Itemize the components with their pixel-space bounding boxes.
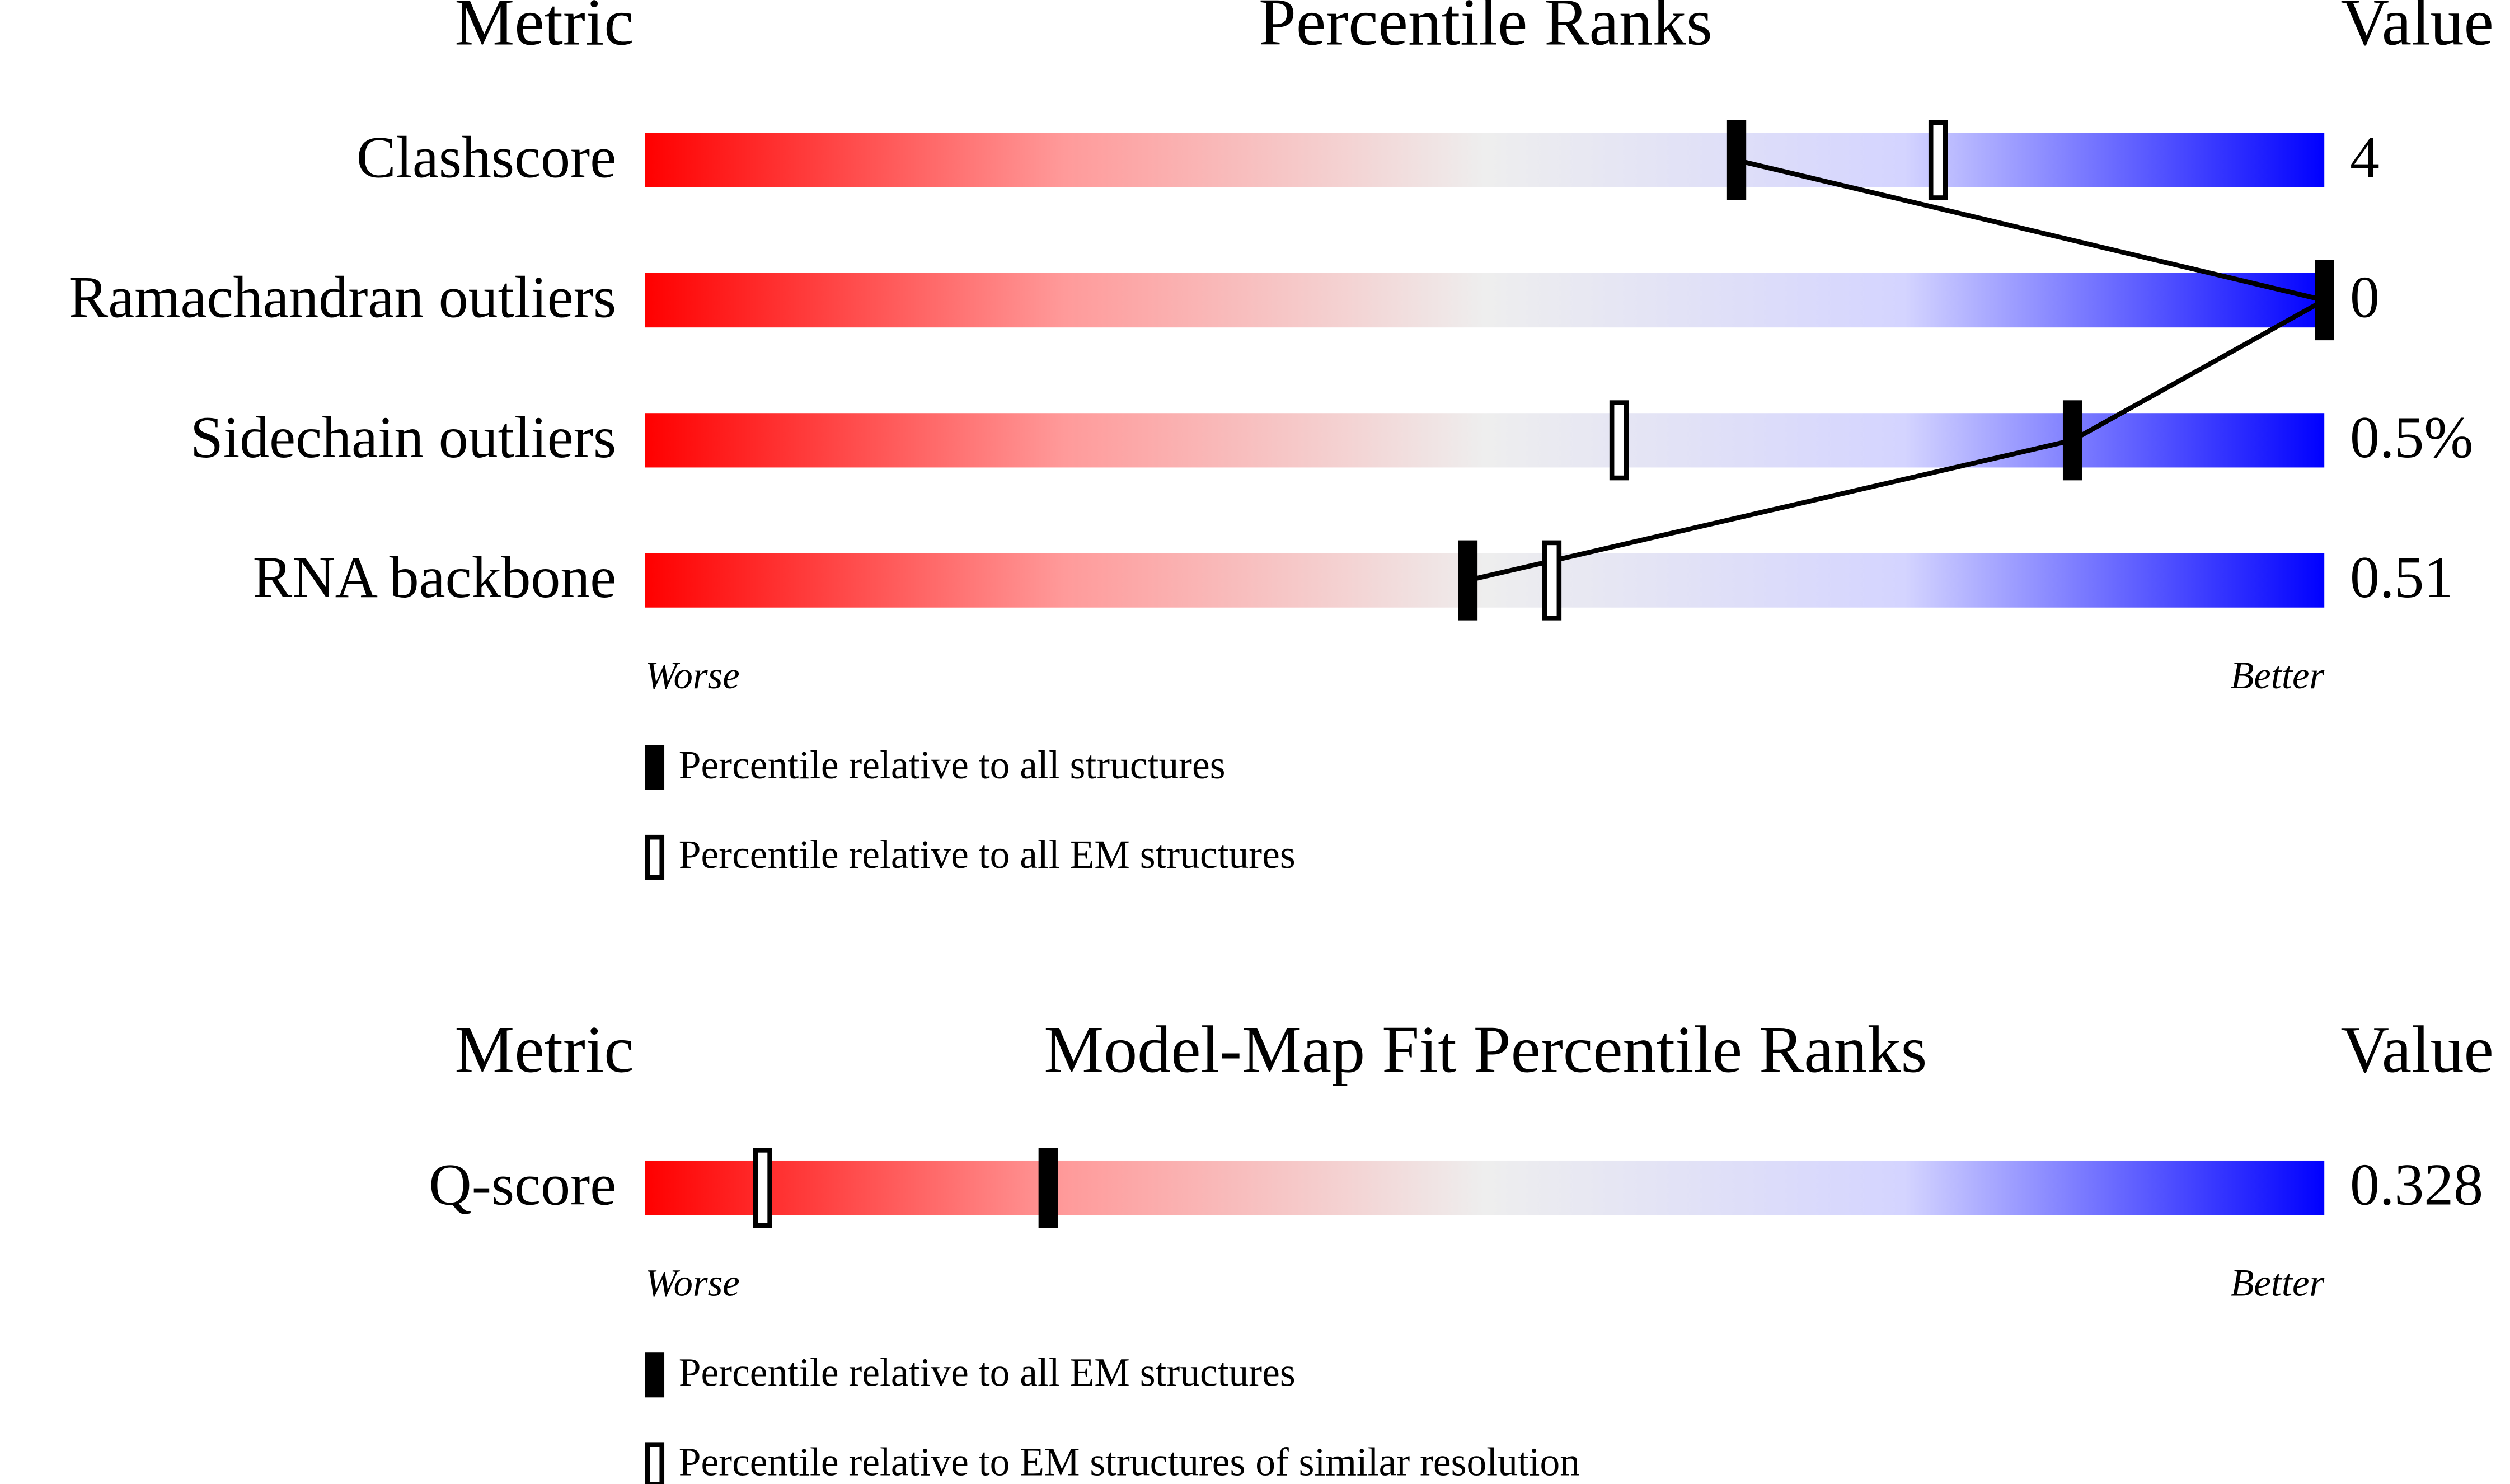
header-value: Value xyxy=(2340,1012,2494,1087)
marker-hollow xyxy=(1928,120,1948,200)
metric-value: 4 xyxy=(2350,124,2380,190)
marker-filled xyxy=(1726,120,1747,200)
marker-filled xyxy=(2062,400,2082,481)
metric-value: 0 xyxy=(2350,265,2380,330)
marker-filled xyxy=(1038,1148,1058,1228)
legend-label: Percentile relative to all EM structures xyxy=(679,833,1296,877)
legend-swatch xyxy=(645,1352,665,1398)
metric-label: Sidechain outliers xyxy=(190,405,616,470)
header-title: Model-Map Fit Percentile Ranks xyxy=(1044,1012,1927,1087)
marker-hollow xyxy=(1542,540,1562,621)
header-value: Value xyxy=(2340,0,2494,59)
legend-label: Percentile relative to EM structures of … xyxy=(679,1440,1580,1484)
metric-label: Ramachandran outliers xyxy=(69,265,617,330)
percentile-bar xyxy=(645,413,2325,468)
legend-swatch xyxy=(645,834,665,880)
metric-label: Clashscore xyxy=(356,124,616,190)
percentile-bar xyxy=(645,1160,2325,1215)
legend-label: Percentile relative to all EM structures xyxy=(679,1351,1296,1395)
metric-value: 0.5% xyxy=(2350,405,2473,470)
axis-low-label: Worse xyxy=(645,1262,740,1304)
axis-high-label: Better xyxy=(2231,1262,2325,1304)
percentile-bar xyxy=(645,273,2325,328)
axis-high-label: Better xyxy=(2231,654,2325,697)
metric-value: 0.51 xyxy=(2350,544,2453,610)
percentile-bar xyxy=(645,553,2325,608)
axis-low-label: Worse xyxy=(645,654,740,697)
legend-label: Percentile relative to all structures xyxy=(679,743,1226,787)
connector-line xyxy=(1467,158,2331,583)
metric-label: RNA backbone xyxy=(253,544,617,610)
legend-swatch xyxy=(645,745,665,790)
metric-value: 0.328 xyxy=(2350,1152,2483,1218)
marker-hollow xyxy=(1609,400,1629,481)
percentile-bar xyxy=(645,133,2325,187)
metric-label: Q-score xyxy=(429,1152,616,1218)
marker-filled xyxy=(1458,540,1478,621)
header-metric: Metric xyxy=(454,1012,634,1087)
header-metric: Metric xyxy=(454,0,634,59)
header-title: Percentile Ranks xyxy=(1259,0,1713,59)
marker-filled xyxy=(2315,260,2334,341)
legend-swatch xyxy=(645,1442,665,1484)
marker-hollow xyxy=(753,1148,772,1228)
